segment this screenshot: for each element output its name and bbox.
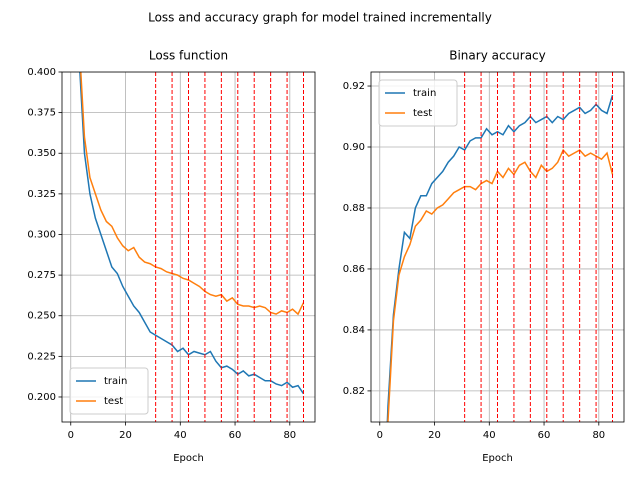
- y-tick-label: 0.250: [27, 311, 56, 322]
- axis-title: Binary accuracy: [449, 49, 546, 63]
- x-tick-label: 60: [229, 430, 242, 441]
- x-tick-label: 40: [483, 430, 496, 441]
- legend-box: [378, 79, 458, 127]
- y-tick-label: 0.350: [27, 148, 56, 159]
- y-tick-label: 0.275: [27, 270, 56, 281]
- y-tick-label: 0.200: [27, 392, 56, 403]
- x-tick-label: 40: [174, 430, 187, 441]
- y-tick-label: 0.88: [343, 203, 365, 214]
- legend-box: [69, 367, 149, 415]
- x-tick-label: 20: [119, 430, 132, 441]
- axes-frame: [370, 71, 625, 423]
- x-axis-label: Epoch: [482, 453, 513, 464]
- x-axis-label: Epoch: [173, 453, 204, 464]
- x-tick-label: 60: [538, 430, 551, 441]
- legend-label: test: [104, 396, 123, 407]
- x-tick-label: 80: [592, 430, 605, 441]
- axis-title: Loss function: [149, 49, 228, 63]
- plot-area: [371, 72, 624, 422]
- y-tick-label: 0.84: [343, 325, 365, 336]
- y-tick-label: 0.300: [27, 229, 56, 240]
- y-tick-label: 0.375: [27, 108, 56, 119]
- y-tick-label: 0.400: [27, 67, 56, 78]
- y-tick-label: 0.225: [27, 351, 56, 362]
- legend-label: train: [413, 88, 436, 99]
- x-tick-label: 20: [428, 430, 441, 441]
- legend: train test: [378, 79, 458, 127]
- y-tick-label: 0.325: [27, 189, 56, 200]
- y-tick-label: 0.92: [343, 81, 365, 92]
- x-tick-label: 80: [283, 430, 296, 441]
- plot-area: [62, 72, 315, 422]
- y-tick-label: 0.90: [343, 142, 365, 153]
- axes-frame: [61, 71, 316, 423]
- figure-title: Loss and accuracy graph for model traine…: [148, 11, 492, 25]
- y-tick-label: 0.86: [343, 264, 365, 275]
- legend-label: test: [413, 108, 432, 119]
- x-tick-label: 0: [377, 430, 383, 441]
- y-tick-label: 0.82: [343, 386, 365, 397]
- x-tick-label: 0: [68, 430, 74, 441]
- data-line: [386, 94, 614, 422]
- legend-label: train: [104, 376, 127, 387]
- legend: train test: [69, 367, 149, 415]
